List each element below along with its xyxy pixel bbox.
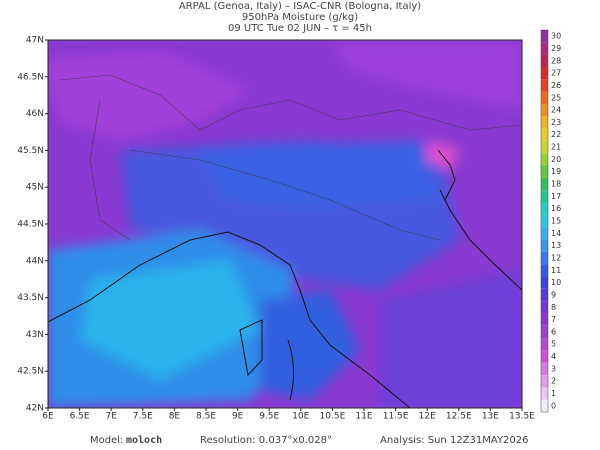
lon-label: 9E [232,412,244,422]
lon-label: 12E [419,412,436,422]
lat-label: 46N [26,109,44,119]
colorbar-swatch [541,399,548,412]
colorbar-label: 9 [551,290,556,299]
colorbar-swatch [541,153,548,166]
colorbar-swatch [541,301,548,314]
footer-analysis: Analysis: Sun 12Z31MAY2026 [380,435,529,446]
colorbar-swatch [541,128,548,141]
colorbar-label: 25 [551,93,561,102]
colorbar-swatch [541,103,548,117]
colorbar-swatch [541,165,548,178]
colorbar-label: 21 [551,143,561,152]
colorbar-swatch [541,202,548,215]
colorbar-swatch [541,325,548,339]
colorbar-swatch [541,227,548,240]
colorbar-label: 28 [551,56,561,65]
lon-label: 6E [42,412,54,422]
colorbar-swatch [541,116,548,129]
lon-label: 7.5E [133,412,153,422]
header-line: ARPAL (Genoa, Italy) – ISAC-CNR (Bologna… [179,1,421,12]
colorbar-swatch [541,387,548,400]
colorbar-swatch [541,313,548,326]
colorbar-label: 1 [551,389,556,398]
lon-label: 13.5E [509,412,535,422]
colorbar-label: 22 [551,130,561,139]
colorbar-label: 26 [551,81,561,90]
colorbar-swatch [541,54,548,67]
lon-label: 9.5E [259,412,279,422]
moisture-field [48,40,522,408]
lon-label: 7E [105,412,117,422]
footer-model: moloch [126,435,162,446]
colorbar-label: 12 [551,253,561,262]
colorbar-swatch [541,30,548,43]
colorbar-swatch [541,79,548,92]
header-line: 09 UTC Tue 02 JUN – τ = 45h [228,23,372,34]
colorbar-label: 29 [551,44,561,53]
lon-label: 11.5E [383,412,409,422]
colorbar-swatch [541,42,548,55]
colorbar-label: 23 [551,118,561,127]
colorbar-label: 7 [551,315,556,324]
colorbar-swatch [541,177,548,191]
lon-label: 6.5E [70,412,90,422]
colorbar-label: 30 [551,32,561,41]
lat-label: 46.5N [17,72,44,82]
lat-label: 44.5N [17,220,44,230]
lon-label: 8.5E [196,412,216,422]
colorbar-swatch [541,276,548,289]
lat-label: 45.5N [17,146,44,156]
colorbar-label: 24 [551,106,561,115]
lat-label: 45N [26,183,44,193]
colorbar-label: 6 [551,327,556,336]
colorbar-label: 4 [551,352,556,361]
lon-label: 12.5E [446,412,472,422]
colorbar-swatch [541,288,548,302]
footer-label: Model: [90,435,123,446]
colorbar-frame [540,29,549,413]
colorbar-swatch [541,214,548,228]
colorbar-swatch [541,140,548,154]
colorbar-swatch [541,375,548,388]
lat-label: 42.5N [17,367,44,377]
colorbar-swatch [541,338,548,351]
lon-label: 10E [292,412,309,422]
colorbar-swatch [541,91,548,104]
lat-label: 47N [26,36,44,46]
lat-label: 44N [26,256,44,266]
colorbar-swatch [541,264,548,277]
colorbar-label: 11 [551,266,561,275]
colorbar-label: 19 [551,167,561,176]
colorbar-label: 0 [551,401,556,410]
colorbar-swatch [541,362,548,376]
lat-label: 42N [26,404,44,414]
colorbar-swatch [541,251,548,265]
colorbar-label: 20 [551,155,561,164]
colorbar-label: 27 [551,69,561,78]
colorbar-swatch [541,66,548,80]
colorbar-label: 8 [551,303,556,312]
colorbar-swatch [541,350,548,363]
lat-label: 43N [26,330,44,340]
colorbar-label: 14 [551,229,561,238]
header-line: 950hPa Moisture (g/kg) [242,12,358,23]
lon-label: 10.5E [320,412,346,422]
colorbar-label: 13 [551,241,561,250]
colorbar-label: 15 [551,217,561,226]
colorbar-label: 18 [551,180,561,189]
colorbar-label: 16 [551,204,561,213]
footer-resolution: Resolution: 0.037°x0.028° [200,435,332,446]
lat-label: 43.5N [17,293,44,303]
colorbar-label: 2 [551,377,556,386]
colorbar-label: 5 [551,340,556,349]
colorbar-swatch [541,190,548,203]
colorbar-label: 3 [551,364,556,373]
lon-label: 13E [482,412,499,422]
lon-label: 8E [169,412,181,422]
colorbar-label: 10 [551,278,561,287]
colorbar-label: 17 [551,192,561,201]
lon-label: 11E [355,412,372,422]
colorbar-swatch [541,239,548,252]
